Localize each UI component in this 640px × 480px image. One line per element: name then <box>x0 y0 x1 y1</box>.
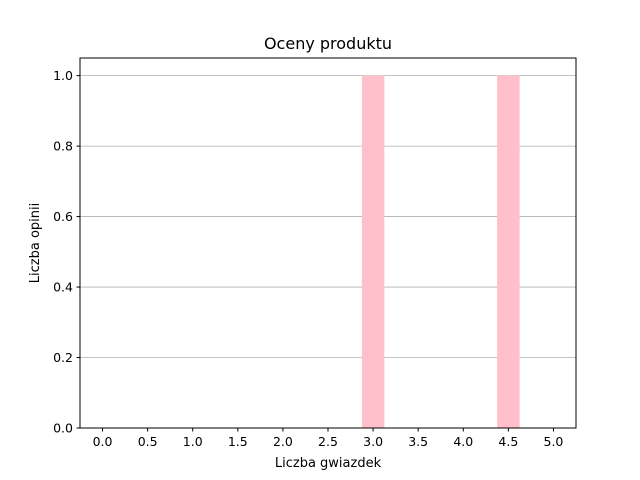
bar <box>361 75 385 428</box>
x-axis-label: Liczba gwiazdek <box>275 456 382 471</box>
y-tick-label: 0.6 <box>53 209 73 224</box>
bar <box>497 75 520 428</box>
y-axis-ticks: 0.0 0.2 0.4 0.6 0.8 1.0 <box>53 68 80 436</box>
y-tick-label: 0.4 <box>53 280 73 295</box>
x-tick-label: 0.0 <box>93 434 113 449</box>
x-tick-label: 3.5 <box>408 434 428 449</box>
x-tick-label: 0.5 <box>138 434 158 449</box>
y-tick-label: 0.0 <box>53 421 73 436</box>
chart-title: Oceny produktu <box>264 34 392 53</box>
x-axis-ticks: 0.0 0.5 1.0 1.5 2.0 2.5 3.0 3.5 4.0 4.5 5.0 <box>93 428 564 449</box>
x-tick-label: 2.5 <box>318 434 338 449</box>
x-tick-label: 4.5 <box>498 434 518 449</box>
y-tick-label: 0.2 <box>53 350 73 365</box>
x-tick-label: 1.0 <box>183 434 203 449</box>
x-tick-label: 4.0 <box>453 434 473 449</box>
bar-layer <box>361 75 520 428</box>
x-tick-label: 1.5 <box>228 434 248 449</box>
x-tick-label: 3.0 <box>363 434 383 449</box>
y-tick-label: 1.0 <box>53 68 73 83</box>
x-tick-label: 2.0 <box>273 434 293 449</box>
y-axis-label: Liczba opinii <box>28 203 43 283</box>
x-tick-label: 5.0 <box>544 434 564 449</box>
y-tick-label: 0.8 <box>53 139 73 154</box>
